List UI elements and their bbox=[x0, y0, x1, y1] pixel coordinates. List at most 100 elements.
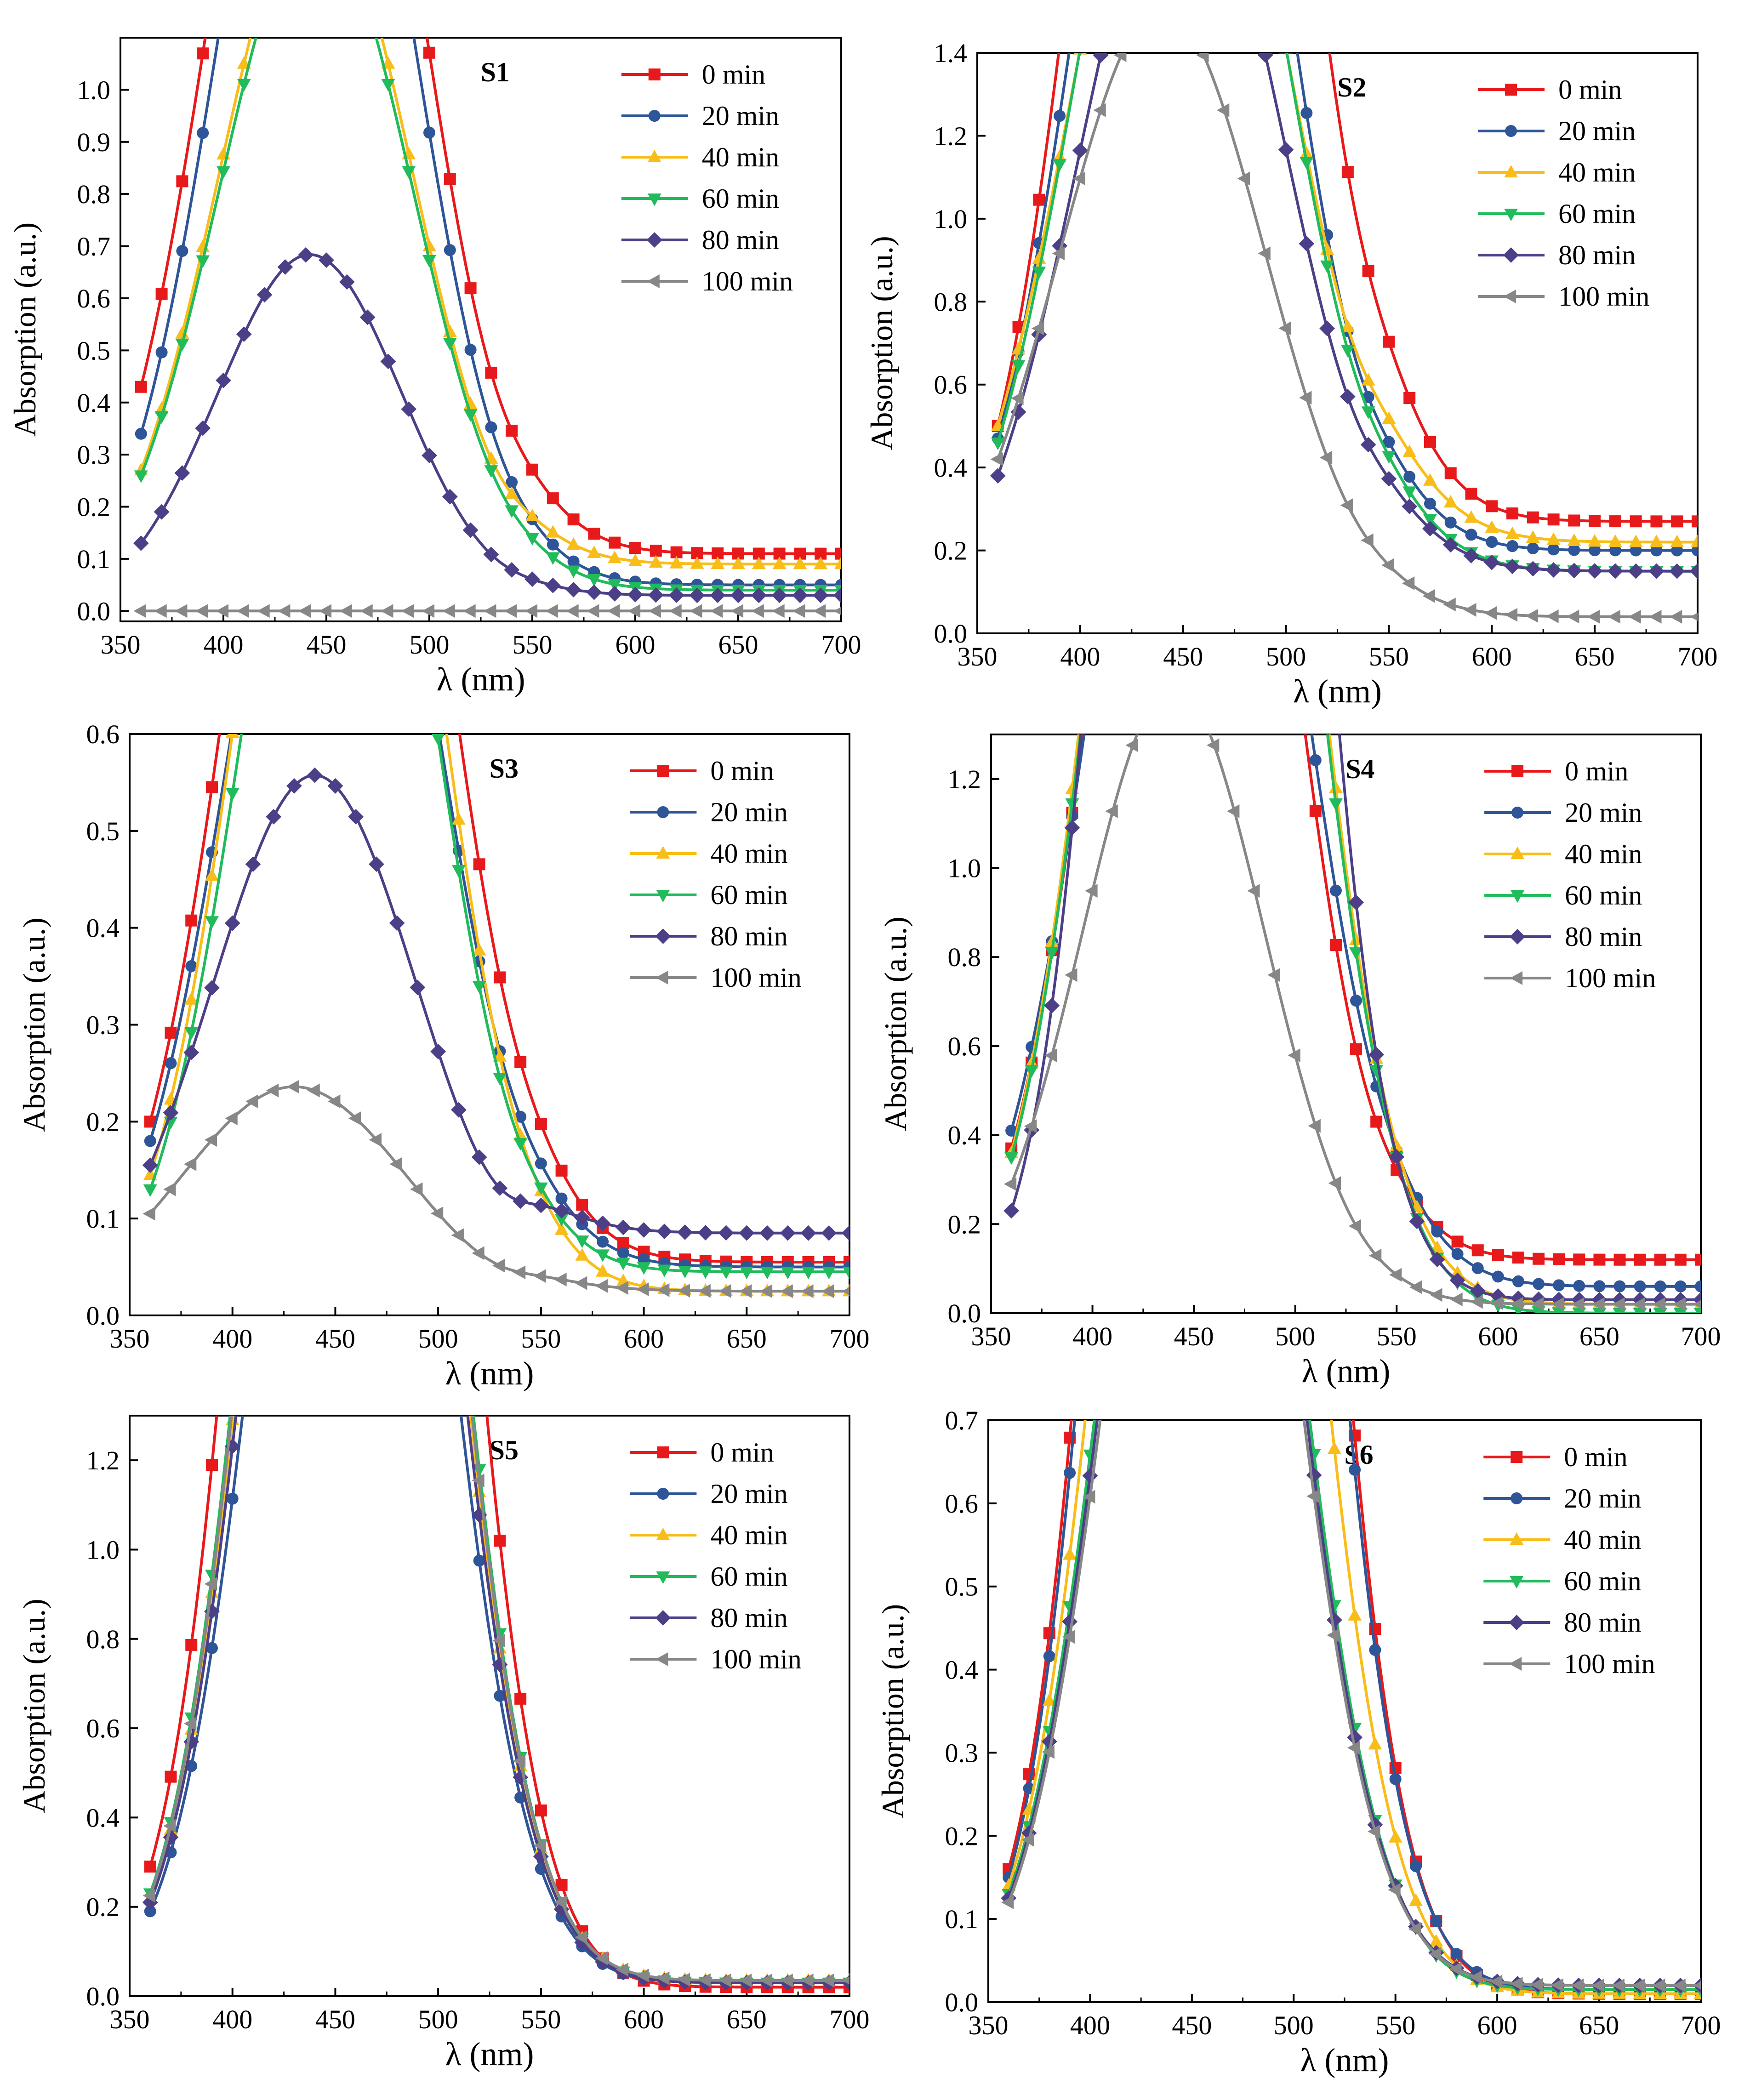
legend-marker bbox=[1511, 1451, 1523, 1463]
data-point bbox=[174, 465, 190, 481]
data-point bbox=[266, 1041, 281, 1057]
data-point bbox=[1247, 101, 1259, 113]
data-point bbox=[381, 604, 393, 618]
data-point bbox=[1429, 1934, 1443, 1947]
data-point bbox=[657, 1971, 670, 1986]
data-point bbox=[183, 1157, 197, 1171]
data-point bbox=[1319, 320, 1335, 336]
data-point bbox=[432, 721, 444, 733]
data-point bbox=[287, 407, 301, 419]
legend-marker bbox=[1510, 1576, 1524, 1589]
data-point bbox=[1506, 507, 1519, 520]
y-tick-label: 0.3 bbox=[86, 1010, 120, 1040]
data-point bbox=[991, 437, 1005, 450]
data-point bbox=[759, 1974, 773, 1987]
data-point bbox=[1431, 1225, 1443, 1238]
data-point bbox=[1628, 609, 1641, 624]
data-point bbox=[1147, 205, 1159, 216]
x-tick-label: 400 bbox=[212, 1324, 252, 1354]
data-point bbox=[1011, 391, 1024, 405]
data-point bbox=[506, 425, 518, 437]
x-tick-label: 700 bbox=[830, 2004, 870, 2034]
data-point bbox=[1653, 1978, 1665, 1992]
data-point bbox=[1369, 1644, 1381, 1656]
data-point bbox=[1269, 470, 1281, 482]
data-point bbox=[1695, 1253, 1701, 1266]
y-tick-label: 0.4 bbox=[86, 913, 120, 943]
legend-marker bbox=[1510, 1532, 1524, 1545]
legend-marker bbox=[648, 68, 661, 80]
y-tick-label: 0.2 bbox=[86, 1107, 120, 1137]
data-point bbox=[697, 1225, 713, 1241]
data-point bbox=[423, 46, 435, 59]
data-point bbox=[307, 687, 323, 702]
chart-panel-s4: 350 400 450 500 550 600 650 700 0.0 0.2 0.4 0.6 0.8 1… bbox=[878, 120, 1721, 1389]
legend-marker bbox=[657, 765, 669, 777]
data-point bbox=[1370, 1115, 1383, 1128]
y-tick-label: 1.2 bbox=[86, 1446, 120, 1475]
data-point bbox=[204, 1604, 220, 1619]
y-tick-label: 0.0 bbox=[934, 619, 968, 649]
data-point bbox=[1104, 1280, 1117, 1292]
y-tick-label: 1.0 bbox=[948, 854, 981, 883]
data-point bbox=[1568, 514, 1580, 527]
data-point bbox=[1444, 467, 1457, 479]
x-axis-label: λ (nm) bbox=[1293, 673, 1382, 710]
data-point bbox=[1470, 1283, 1486, 1299]
data-point bbox=[1168, 120, 1180, 132]
data-point bbox=[793, 557, 807, 569]
series-40-min bbox=[991, 53, 1698, 547]
data-point bbox=[1587, 563, 1603, 579]
y-axis-label: Absorption (a.u.) bbox=[875, 1604, 910, 1818]
data-point bbox=[1147, 276, 1159, 288]
legend-label: 20 min bbox=[702, 101, 779, 131]
data-point bbox=[689, 587, 705, 603]
data-point bbox=[1347, 1741, 1360, 1755]
data-point bbox=[637, 1262, 651, 1275]
data-point bbox=[1054, 110, 1066, 122]
data-point bbox=[710, 587, 726, 603]
data-point bbox=[1328, 798, 1343, 811]
chart-panel-s2: 350 400 450 500 550 600 650 700 0.0 0.2 0.4 0.6 0.8 1… bbox=[864, 38, 1718, 710]
data-point bbox=[403, 0, 415, 11]
data-point bbox=[1530, 1978, 1543, 1992]
data-point bbox=[135, 427, 147, 440]
data-point bbox=[225, 1400, 237, 1414]
data-point bbox=[371, 382, 382, 394]
legend-label: 100 min bbox=[1558, 281, 1649, 312]
data-point bbox=[1185, 459, 1199, 472]
data-point bbox=[1011, 360, 1026, 373]
x-tick-label: 700 bbox=[830, 1324, 870, 1354]
data-point bbox=[1612, 1978, 1625, 1992]
data-point bbox=[1486, 536, 1498, 548]
data-point bbox=[1308, 951, 1320, 963]
data-point bbox=[1512, 1275, 1524, 1287]
data-point bbox=[462, 522, 479, 538]
y-tick-label: 0.5 bbox=[86, 816, 120, 846]
data-point bbox=[1063, 1547, 1077, 1560]
data-point bbox=[1649, 535, 1664, 547]
data-point bbox=[1551, 1297, 1564, 1311]
data-point bbox=[1278, 321, 1291, 336]
data-point bbox=[1608, 534, 1622, 547]
data-point bbox=[575, 1276, 587, 1290]
data-point bbox=[801, 1267, 815, 1280]
data-point bbox=[1105, 804, 1118, 818]
data-point bbox=[1237, 171, 1250, 186]
data-point bbox=[524, 604, 538, 618]
data-point bbox=[1257, 53, 1273, 63]
data-point bbox=[1402, 498, 1418, 514]
data-point bbox=[1368, 1824, 1380, 1838]
data-point bbox=[1450, 1948, 1463, 1960]
legend-marker bbox=[1505, 125, 1517, 137]
legend-label: 0 min bbox=[710, 1437, 774, 1468]
data-point bbox=[1547, 513, 1560, 526]
data-point bbox=[1225, 872, 1241, 888]
data-point bbox=[1694, 1986, 1701, 1999]
data-point bbox=[472, 1474, 485, 1487]
data-point bbox=[649, 555, 663, 568]
data-point bbox=[328, 587, 343, 603]
data-point bbox=[288, 382, 300, 394]
data-point bbox=[1403, 392, 1416, 404]
data-point bbox=[555, 1164, 568, 1177]
